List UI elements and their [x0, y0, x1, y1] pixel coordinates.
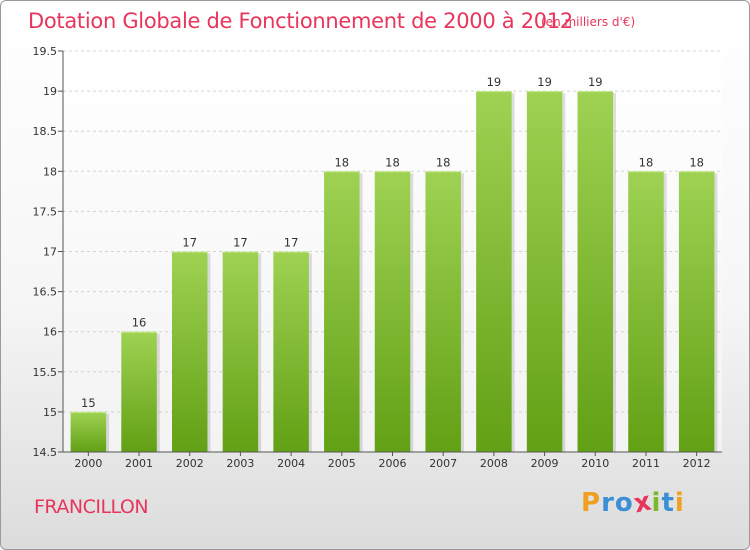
logo-letter: P: [581, 488, 602, 518]
x-tick-label: 2000: [74, 457, 102, 470]
y-tick-label: 17.5: [33, 205, 58, 218]
value-label: 19: [537, 75, 552, 89]
x-tick-label: 2010: [581, 457, 609, 470]
chart-subtitle: (en milliers d'€): [541, 15, 636, 29]
y-tick-label: 19.5: [33, 45, 58, 58]
bar-2004: [273, 251, 309, 452]
y-tick-label: 16.5: [33, 286, 58, 299]
value-label: 17: [182, 236, 197, 250]
value-label: 16: [132, 316, 147, 330]
bar-2008: [476, 91, 512, 452]
proxiti-logo: Proxiti: [581, 486, 691, 524]
bar-2002: [171, 251, 208, 452]
logo-letter: r: [601, 488, 615, 518]
y-tick-label: 14.5: [33, 446, 58, 459]
x-tick-label: 2006: [379, 457, 407, 470]
y-tick-label: 18.5: [33, 125, 58, 138]
value-label: 18: [689, 155, 704, 169]
y-tick-label: 16: [43, 326, 57, 339]
value-label: 15: [81, 396, 96, 410]
bar-2010: [577, 91, 614, 452]
bar-2012: [678, 171, 715, 453]
y-tick-label: 19: [43, 85, 57, 98]
chart-title: Dotation Globale de Fonctionnement de 20…: [28, 9, 573, 33]
location-label: FRANCILLON: [34, 496, 149, 518]
value-label: 18: [334, 155, 349, 169]
logo-letter: i: [674, 488, 685, 518]
bar-2011: [628, 171, 664, 453]
x-tick-label: 2002: [176, 457, 204, 470]
y-tick-label: 15.5: [33, 366, 58, 379]
x-tick-label: 2005: [328, 457, 356, 470]
bar-2000: [70, 411, 107, 452]
value-label: 18: [639, 155, 654, 169]
bar-2009: [526, 91, 563, 452]
bar-2005: [324, 171, 360, 453]
x-tick-label: 2011: [632, 457, 660, 470]
x-tick-label: 2001: [125, 457, 153, 470]
logo-letter: o: [614, 488, 634, 518]
value-label: 19: [487, 75, 502, 89]
x-tick-label: 2008: [480, 457, 508, 470]
x-tick-label: 2012: [683, 457, 711, 470]
value-label: 17: [233, 236, 248, 250]
bar-2001: [121, 331, 157, 452]
y-tick-label: 18: [43, 165, 57, 178]
bar-2007: [425, 171, 461, 453]
x-tick-label: 2009: [531, 457, 559, 470]
logo-letter: t: [661, 488, 675, 518]
bar-2006: [374, 171, 411, 453]
bar-2003: [222, 251, 259, 452]
value-label: 18: [436, 155, 451, 169]
value-label: 18: [385, 155, 400, 169]
x-tick-label: 2004: [277, 457, 305, 470]
x-tick-label: 2003: [226, 457, 254, 470]
value-label: 19: [588, 75, 603, 89]
value-label: 17: [284, 236, 299, 250]
y-tick-label: 15: [43, 406, 57, 419]
logo-letter: i: [651, 488, 662, 518]
y-tick-label: 17: [43, 246, 57, 259]
x-tick-label: 2007: [429, 457, 457, 470]
